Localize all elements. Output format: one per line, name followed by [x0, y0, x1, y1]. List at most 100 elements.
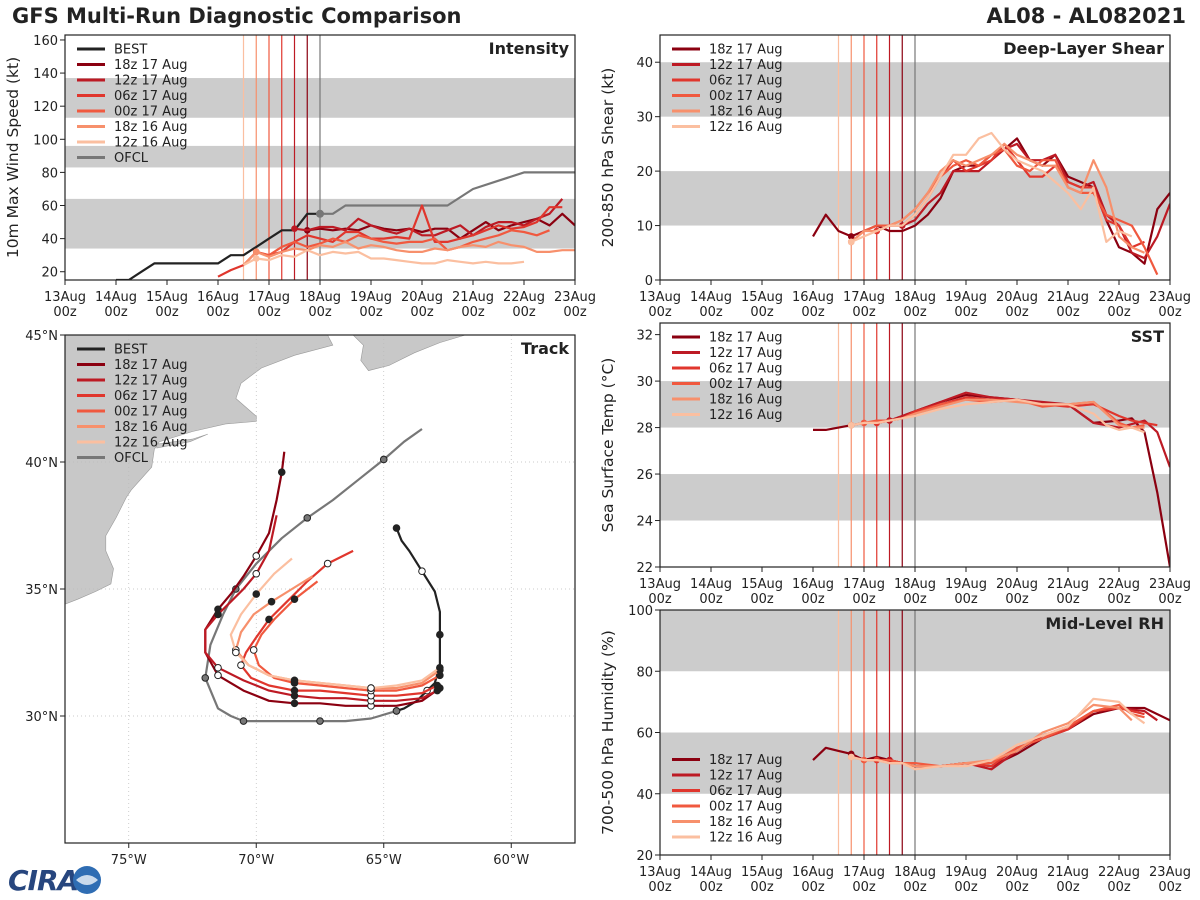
y-tick-label: 35°N [25, 583, 58, 598]
legend-label: 00z 17 Aug [114, 405, 188, 420]
x-tick-label: 00z [1158, 880, 1182, 895]
y-tick-label: 28 [636, 422, 653, 437]
track-point [265, 615, 273, 624]
track-point [214, 610, 222, 619]
y-tick-label: 40 [636, 788, 653, 803]
x-tick-label: 00z [1107, 592, 1131, 607]
x-tick-label: 22Aug [1098, 290, 1140, 305]
plot-area-shear [660, 35, 1170, 280]
x-tick-label: 00z [903, 592, 927, 607]
track-point [290, 676, 299, 685]
init-point [252, 255, 260, 262]
init-point [316, 209, 324, 218]
x-tick-label: 00z [359, 305, 383, 320]
x-tick-label: 00z [699, 305, 723, 320]
land-us-east-coast [65, 335, 334, 605]
x-tick-label: 00z [1005, 305, 1029, 320]
x-tick-label: 60°W [493, 853, 529, 868]
x-tick-label: 00z [903, 880, 927, 895]
track-point [290, 595, 299, 603]
x-tick-label: 15Aug [741, 865, 783, 880]
legend-label: 18z 17 Aug [709, 331, 783, 346]
legend-label: 12z 16 Aug [709, 831, 783, 846]
series-ofcl [204, 428, 423, 723]
legend-label: 06z 17 Aug [709, 74, 783, 89]
y-tick-label: 30 [636, 375, 653, 390]
track-point [303, 514, 312, 522]
legend-label: 18z 16 Aug [709, 815, 783, 830]
x-tick-label: 70°W [238, 853, 274, 868]
x-tick-label: 00z [563, 305, 587, 320]
x-tick-label: 21Aug [452, 290, 494, 305]
series-00z-17-aug [252, 580, 441, 692]
x-tick-label: 00z [852, 592, 876, 607]
y-tick-label: 40 [41, 233, 58, 248]
series-06z-17-aug [239, 549, 438, 697]
x-tick-label: 00z [648, 592, 672, 607]
x-tick-label: 15Aug [741, 290, 783, 305]
y-tick-label: 40 [636, 56, 653, 71]
track-point [290, 699, 299, 708]
init-point [847, 421, 855, 429]
series-00z-17-aug [256, 229, 550, 257]
track-point [239, 717, 248, 725]
y-tick-label: 24 [636, 515, 653, 530]
land-nova-scotia [352, 335, 466, 371]
y-tick-label: 40°N [25, 456, 58, 471]
legend-label: 00z 17 Aug [709, 377, 783, 392]
y-tick-label: 22 [636, 561, 653, 576]
x-tick-label: 19Aug [945, 290, 987, 305]
track-point [418, 567, 426, 576]
track-point [433, 681, 442, 690]
panel-intensity: 13Aug00z14Aug00z15Aug00z16Aug00z17Aug00z… [4, 34, 596, 320]
x-tick-label: 23Aug [554, 290, 596, 305]
legend-label: 12z 17 Aug [114, 74, 188, 89]
x-tick-label: 16Aug [792, 290, 834, 305]
panel-rh: 13Aug00z14Aug00z15Aug00z16Aug00z17Aug00z… [599, 604, 1191, 895]
legend-label: 18z 17 Aug [709, 43, 783, 58]
x-tick-label: 00z [155, 305, 179, 320]
legend-label: 06z 17 Aug [709, 362, 783, 377]
x-tick-label: 00z [801, 592, 825, 607]
legend-label: OFCL [114, 451, 149, 466]
y-tick-label: 80 [41, 166, 58, 181]
x-tick-label: 19Aug [945, 577, 987, 592]
y-tick-label: 45°N [25, 329, 58, 344]
plot-area-intensity [65, 35, 575, 280]
x-tick-label: 19Aug [945, 865, 987, 880]
track-point [237, 661, 245, 670]
logo-text: CIRA [8, 864, 79, 897]
legend-label: 12z 17 Aug [709, 346, 783, 361]
x-tick-label: 00z [699, 592, 723, 607]
legend-label: 18z 16 Aug [709, 105, 783, 120]
panel-title: SST [1131, 327, 1164, 346]
legend-label: 18z 17 Aug [709, 753, 783, 768]
track-point [252, 590, 261, 598]
x-tick-label: 00z [1056, 880, 1080, 895]
y-tick-label: 20 [636, 849, 653, 864]
y-tick-label: 20 [636, 165, 653, 180]
track-point [290, 686, 299, 695]
x-tick-label: 00z [53, 305, 77, 320]
x-tick-label: 17Aug [843, 577, 885, 592]
init-point [252, 248, 260, 256]
cira-logo: CIRA [2, 862, 112, 898]
y-tick-label: 140 [33, 67, 58, 82]
x-tick-label: 14Aug [690, 865, 732, 880]
x-tick-label: 16Aug [197, 290, 239, 305]
series-ofcl [320, 171, 575, 215]
x-tick-label: 00z [852, 880, 876, 895]
legend-label: OFCL [114, 151, 149, 166]
x-tick-label: 20Aug [996, 865, 1038, 880]
x-tick-label: 00z [461, 305, 485, 320]
series-12z-16-aug [851, 697, 1146, 771]
x-tick-label: 00z [801, 305, 825, 320]
track-point [436, 663, 444, 672]
legend-label: 12z 16 Aug [709, 408, 783, 423]
series-best [116, 212, 320, 280]
x-tick-label: 17Aug [843, 290, 885, 305]
series-18z-16-aug [850, 142, 1145, 254]
track-point [379, 455, 388, 464]
